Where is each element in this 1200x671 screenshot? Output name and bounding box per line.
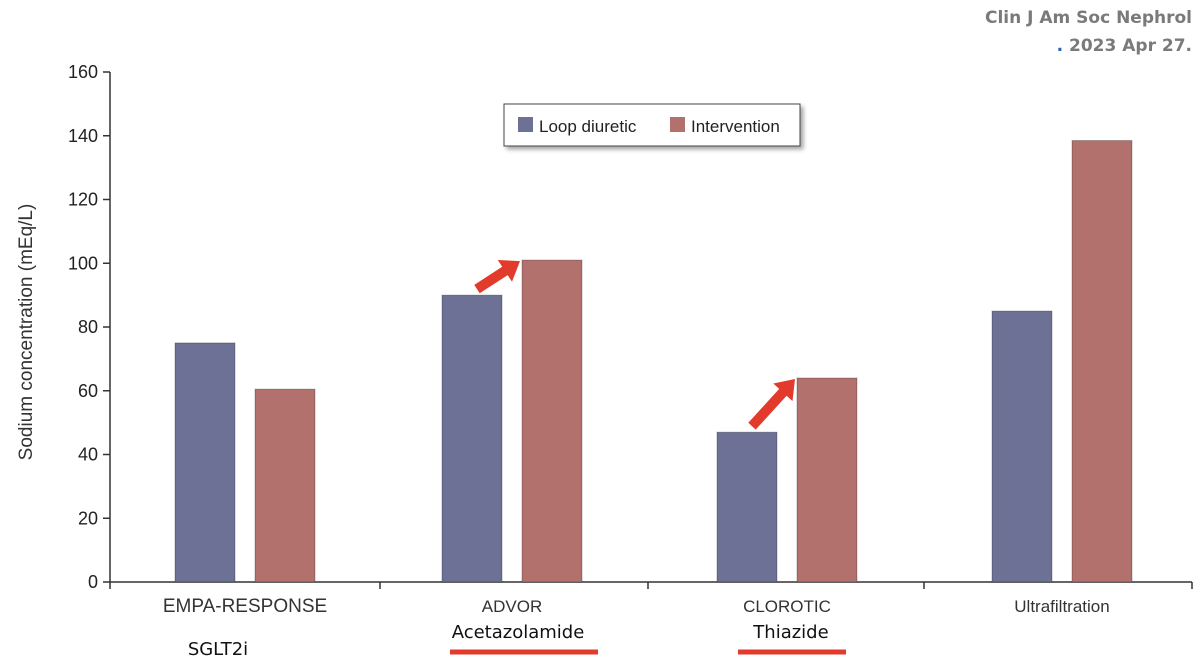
chart-bars <box>174 140 1133 583</box>
x-sublabel: Thiazide <box>752 622 828 643</box>
legend-label: Intervention <box>691 117 780 136</box>
y-axis-label: Sodium concentration (mEq/L) <box>16 204 37 461</box>
citation-date-text: 2023 Apr 27. <box>1063 36 1192 56</box>
y-tick-label: 20 <box>78 508 98 528</box>
y-tick-label: 0 <box>88 572 98 592</box>
x-sublabel: SGLT2i <box>188 639 248 660</box>
x-tick-label: Ultrafiltration <box>1014 597 1109 616</box>
increase-arrow-icon <box>748 379 795 430</box>
x-tick-label: CLOROTIC <box>743 597 831 616</box>
citation-dot: . <box>1056 36 1064 56</box>
y-tick-label: 40 <box>78 445 98 465</box>
bar-loop-diuretic-empa-response <box>174 342 236 583</box>
bar-loop-diuretic-advor <box>441 294 503 583</box>
legend-swatch <box>670 117 685 132</box>
bar-intervention-empa-response <box>254 388 316 583</box>
legend-label: Loop diuretic <box>539 117 637 136</box>
bar-intervention-advor <box>521 259 583 583</box>
x-tick-label: ADVOR <box>482 597 542 616</box>
chart-legend: Loop diuretic Intervention <box>503 103 801 147</box>
bar-intervention-clorotic <box>796 377 858 583</box>
y-tick-label: 100 <box>68 253 98 273</box>
y-tick-label: 120 <box>68 190 98 210</box>
bar-loop-diuretic-ultrafiltration <box>991 310 1053 583</box>
y-tick-label: 160 <box>68 62 98 82</box>
legend-swatch <box>518 117 533 132</box>
y-tick-label: 60 <box>78 381 98 401</box>
bar-loop-diuretic-clorotic <box>716 431 778 583</box>
bar-intervention-ultrafiltration <box>1071 140 1133 583</box>
x-sublabel: Acetazolamide <box>452 622 585 643</box>
citation-journal: Clin J Am Soc Nephrol <box>984 8 1192 28</box>
y-tick-label: 140 <box>68 126 98 146</box>
increase-arrow-icon <box>474 260 520 294</box>
chart-x-labels: EMPA-RESPONSE SGLT2i ADVOR Acetazolamide CLO… <box>163 596 1110 660</box>
legend-box <box>503 103 801 147</box>
x-tick-label: EMPA-RESPONSE <box>163 596 327 617</box>
chart-arrows <box>474 260 795 430</box>
citation-date: . 2023 Apr 27. <box>1057 36 1192 56</box>
y-tick-label: 80 <box>78 317 98 337</box>
